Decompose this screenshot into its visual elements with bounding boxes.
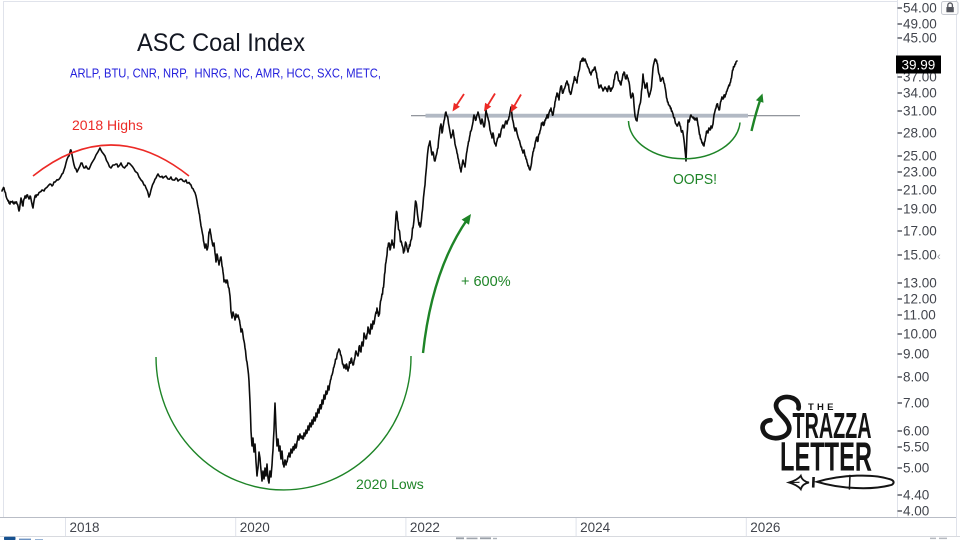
svg-text:2018 Highs: 2018 Highs xyxy=(72,117,143,133)
svg-text:ARLP, BTU, CNR, NRP, HNRG, NC: ARLP, BTU, CNR, NRP, HNRG, NC, AMR, HCC,… xyxy=(70,66,381,81)
svg-text:TRAZZA: TRAZZA xyxy=(793,406,872,446)
svg-text:2024: 2024 xyxy=(580,520,611,535)
svg-text:9.00: 9.00 xyxy=(903,347,929,362)
svg-text:15.00: 15.00 xyxy=(903,248,937,263)
svg-text:39.99: 39.99 xyxy=(902,58,936,73)
svg-text:THE: THE xyxy=(808,402,836,413)
svg-text:2026: 2026 xyxy=(750,520,780,535)
svg-text:11.00: 11.00 xyxy=(903,308,936,323)
svg-text:25.00: 25.00 xyxy=(903,149,937,164)
svg-text:7.00: 7.00 xyxy=(903,396,929,411)
svg-text:28.00: 28.00 xyxy=(903,126,937,141)
svg-text:4.40: 4.40 xyxy=(903,488,929,503)
svg-text:4.00: 4.00 xyxy=(903,504,929,519)
svg-text:2022: 2022 xyxy=(410,520,440,535)
svg-text:10.00: 10.00 xyxy=(903,327,937,342)
svg-text:5.00: 5.00 xyxy=(903,461,929,476)
svg-text:8.00: 8.00 xyxy=(903,370,929,385)
svg-text:6.00: 6.00 xyxy=(903,424,929,439)
svg-text:+ 600%: + 600% xyxy=(461,274,511,290)
svg-text:54.00: 54.00 xyxy=(903,1,937,16)
svg-text:17.00: 17.00 xyxy=(903,224,937,239)
svg-text:49.00: 49.00 xyxy=(903,17,937,32)
svg-text:12.00: 12.00 xyxy=(903,292,937,307)
svg-text:19.00: 19.00 xyxy=(903,202,937,217)
svg-text:23.00: 23.00 xyxy=(903,165,937,180)
svg-text:31.00: 31.00 xyxy=(903,104,937,119)
svg-text:13.00: 13.00 xyxy=(903,276,937,291)
svg-text:2020: 2020 xyxy=(240,520,270,535)
svg-text:OOPS!: OOPS! xyxy=(673,172,717,188)
svg-text:45.00: 45.00 xyxy=(903,31,937,46)
svg-text:‹: ‹ xyxy=(937,251,941,263)
svg-text:LETTER: LETTER xyxy=(780,433,872,479)
svg-text:2020 Lows: 2020 Lows xyxy=(356,476,424,492)
svg-text:34.00: 34.00 xyxy=(903,86,937,101)
svg-text:ASC Coal Index: ASC Coal Index xyxy=(137,29,305,57)
svg-text:5.50: 5.50 xyxy=(903,440,929,455)
svg-text:2018: 2018 xyxy=(70,520,100,535)
svg-text:21.00: 21.00 xyxy=(903,183,937,198)
